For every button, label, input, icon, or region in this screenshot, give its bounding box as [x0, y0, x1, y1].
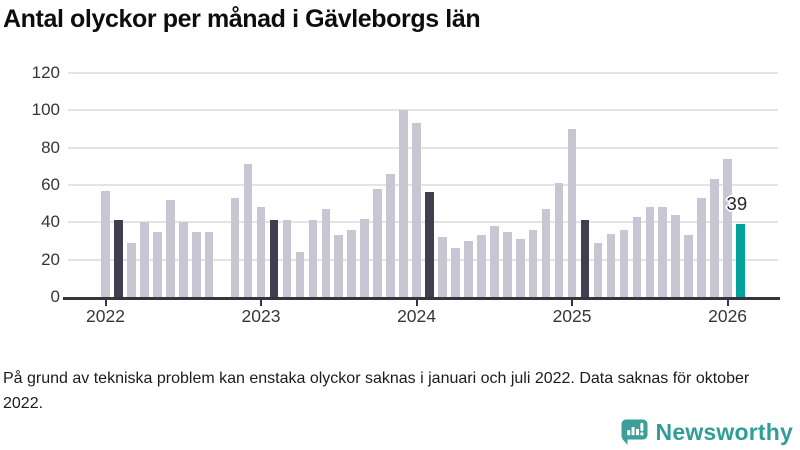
bar-2024-11: [541, 209, 551, 297]
bar-2023-08: [347, 229, 357, 297]
bar-2023-04: [295, 252, 305, 297]
bar-2025-02: [580, 220, 590, 297]
gridline-80: [68, 146, 778, 149]
y-axis-label-100: 100: [31, 100, 60, 120]
bar-2024-08: [502, 231, 512, 297]
bar-2022-12: [243, 164, 253, 297]
y-axis-label-0: 0: [50, 287, 60, 306]
x-axis-tick-2023: [260, 299, 263, 306]
bar-2022-11: [230, 198, 240, 297]
bar-2024-03: [438, 237, 447, 297]
bar-2025-11: [697, 198, 706, 297]
bar-2022-09: [204, 231, 214, 297]
bar-2023-10: [373, 188, 382, 297]
gridline-100: [68, 109, 778, 112]
bar-2025-05: [619, 229, 629, 297]
bar-2025-12: [710, 179, 719, 297]
x-axis-label-2025: 2025: [552, 306, 592, 326]
bar-2024-10: [528, 229, 538, 297]
bar-2022-07: [178, 222, 188, 297]
bar-2024-01: [412, 123, 421, 297]
bar-2024-09: [515, 239, 525, 297]
bar-2026-01: [723, 158, 732, 297]
x-axis-line: [63, 297, 780, 300]
bar-2025-08: [658, 207, 668, 297]
x-axis-tick-2024: [415, 299, 418, 306]
x-axis-label-2026: 2026: [708, 306, 748, 326]
bar-2023-03: [282, 220, 292, 297]
bar-2024-06: [477, 235, 486, 297]
bar-2023-05: [308, 220, 318, 297]
bar-2023-02: [269, 220, 279, 297]
gridline-120: [68, 72, 778, 74]
bar-2023-01: [256, 207, 266, 297]
bar-2024-12: [554, 183, 564, 297]
bar-value-label: 39: [726, 193, 748, 215]
bar-2022-02: [114, 220, 123, 297]
chart-title: Antal olyckor per månad i Gävleborgs län: [3, 5, 481, 33]
bar-2022-03: [127, 242, 136, 297]
x-axis-label-2024: 2024: [397, 306, 436, 326]
bar-2025-06: [632, 216, 642, 297]
bar-2023-07: [334, 235, 344, 297]
bar-2023-11: [386, 173, 395, 297]
bar-2022-06: [166, 199, 175, 297]
x-axis-label-2022: 2022: [86, 306, 125, 326]
bar-2022-04: [140, 222, 149, 297]
y-axis-label-120: 120: [31, 63, 60, 82]
y-axis-label-60: 60: [41, 175, 60, 194]
bar-2024-07: [490, 226, 499, 297]
newsworthy-logo-text: Newsworthy: [655, 418, 793, 445]
bar-2025-10: [684, 235, 693, 297]
bar-2025-01: [567, 129, 577, 297]
bar-2026-02: [736, 224, 745, 297]
bar-2023-12: [399, 110, 408, 297]
y-axis-label-20: 20: [41, 249, 60, 269]
y-axis-label-40: 40: [41, 212, 60, 232]
bar-2022-05: [153, 231, 162, 297]
gridline-20: [68, 258, 778, 261]
bar-2024-05: [464, 241, 473, 297]
y-axis-label-80: 80: [41, 137, 60, 157]
bar-2023-06: [321, 209, 331, 297]
gridline-60: [68, 184, 778, 186]
x-axis-tick-2025: [571, 299, 574, 306]
bar-2024-02: [425, 192, 434, 297]
bar-2025-04: [606, 233, 616, 297]
x-axis-tick-2026: [726, 299, 729, 306]
bar-2025-07: [645, 207, 655, 297]
bar-2022-01: [101, 190, 110, 297]
bar-2022-08: [191, 231, 201, 297]
bar-2023-09: [360, 218, 369, 297]
newsworthy-logo: Newsworthy: [621, 417, 793, 447]
bar-2025-03: [593, 242, 603, 297]
x-axis-tick-2022: [104, 299, 107, 306]
newsworthy-speech-bubble-chart-icon: [621, 418, 649, 446]
footnote: På grund av tekniska problem kan enstaka…: [3, 370, 750, 412]
x-axis-label-2023: 2023: [241, 306, 281, 326]
bar-2024-04: [451, 248, 460, 297]
gridline-40: [68, 221, 778, 224]
bar-2025-09: [671, 214, 681, 297]
